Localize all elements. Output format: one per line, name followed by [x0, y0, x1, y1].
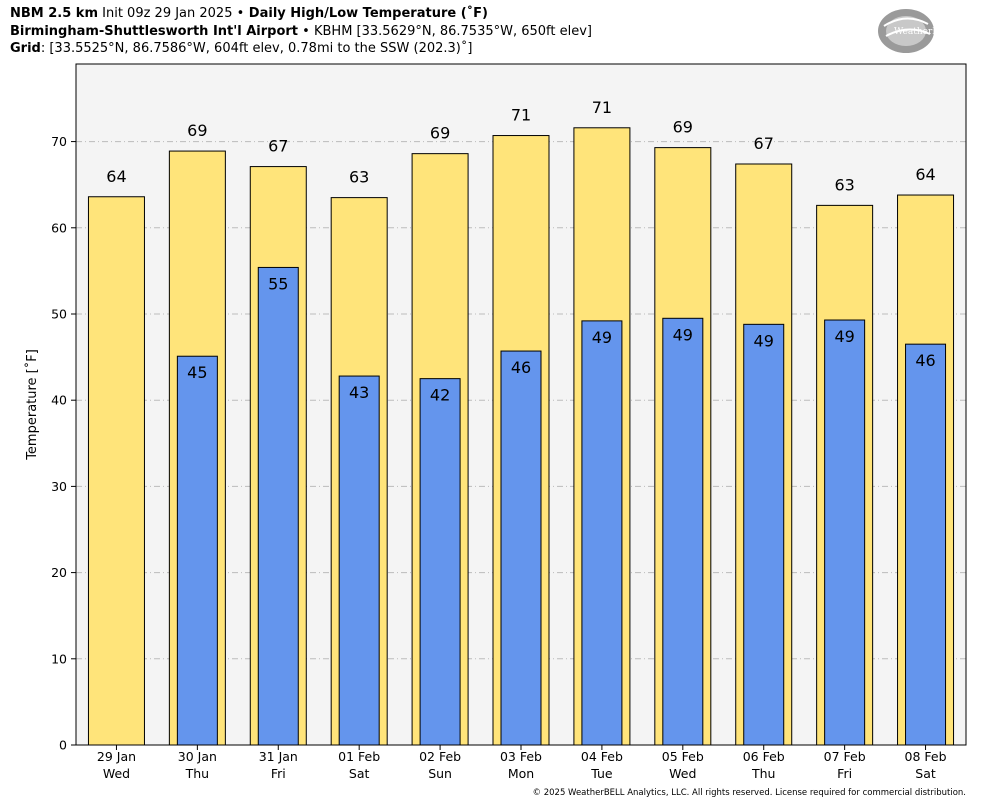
y-tick-label: 10 [51, 651, 67, 666]
high-temp-label: 67 [754, 134, 774, 153]
low-temp-label: 46 [915, 351, 935, 370]
low-temp-label: 43 [349, 383, 369, 402]
x-tick-day: Fri [837, 766, 852, 781]
low-temp-bar [743, 323, 785, 746]
logo-subtext: Analytics LLC [938, 36, 965, 41]
low-temp-bar [500, 350, 542, 746]
x-tick-date: 02 Feb [419, 749, 461, 764]
y-tick-label: 40 [51, 393, 67, 408]
y-tick-label: 0 [59, 738, 67, 753]
y-tick-label: 20 [51, 565, 67, 580]
low-temp-bar [662, 317, 704, 746]
x-tick-day: Wed [669, 766, 696, 781]
x-tick-date: 06 Feb [743, 749, 785, 764]
grid-coords: : [33.5525°N, 86.7586°W, 604ft elev, 0.7… [40, 41, 473, 56]
high-temp-bar [87, 196, 145, 746]
product-title: Daily High/Low Temperature (˚F) [244, 6, 488, 21]
x-tick-day: Thu [185, 766, 209, 781]
x-tick-day: Thu [751, 766, 775, 781]
station-coords: KBHM [33.5629°N, 86.7535°W, 650ft elev] [313, 24, 592, 39]
x-tick-date: 03 Feb [500, 749, 542, 764]
x-tick-date: 07 Feb [824, 749, 866, 764]
high-temp-label: 71 [511, 106, 531, 125]
high-temp-label: 69 [673, 118, 693, 137]
low-temp-bar [419, 378, 461, 746]
y-axis-label: Temperature [˚F] [24, 349, 40, 461]
x-tick-date: 08 Feb [905, 749, 947, 764]
x-tick-day: Sat [915, 766, 936, 781]
low-temp-bar [257, 266, 299, 746]
high-temp-label: 64 [106, 167, 126, 186]
init-time: Init 09z 29 Jan 2025 [98, 6, 237, 21]
high-temp-label: 63 [349, 168, 369, 187]
y-tick-label: 30 [51, 479, 67, 494]
low-temp-label: 42 [430, 386, 450, 405]
y-tick-label: 60 [51, 220, 67, 235]
low-temp-label: 49 [673, 325, 693, 344]
model-name: NBM 2.5 km [10, 6, 98, 21]
x-tick-date: 30 Jan [178, 749, 217, 764]
low-temp-label: 49 [834, 327, 854, 346]
weatherbell-logo: WeatherBELL Analytics LLC [876, 6, 968, 56]
high-temp-label: 71 [592, 98, 612, 117]
high-temp-label: 69 [430, 124, 450, 143]
low-temp-bar [581, 320, 623, 746]
high-temp-label: 67 [268, 137, 288, 156]
low-temp-label: 46 [511, 358, 531, 377]
x-tick-date: 29 Jan [97, 749, 136, 764]
copyright-notice: © 2025 WeatherBELL Analytics, LLC. All r… [532, 788, 966, 798]
low-temp-bar [905, 343, 947, 746]
grid-label: Grid [10, 41, 41, 56]
data-labels: 64 69 45 67 55 63 43 69 42 71 46 71 49 69 49 67 49 63 49 64… [106, 98, 935, 405]
low-temp-label: 49 [754, 331, 774, 350]
x-tick-day: Sat [349, 766, 370, 781]
separator-dot: • [298, 24, 314, 39]
x-axis: 29 Jan Wed 30 Jan Thu 31 Jan Fri 01 Feb Sat 02 F… [97, 745, 947, 781]
x-tick-date: 04 Feb [581, 749, 623, 764]
grid-line: Grid: [33.5525°N, 86.7586°W, 604ft elev,… [10, 41, 472, 57]
x-tick-day: Sun [428, 766, 452, 781]
low-temp-bar [338, 375, 380, 746]
bars [87, 127, 955, 746]
x-tick-day: Wed [103, 766, 130, 781]
station-name: Birmingham-Shuttlesworth Int'l Airport [10, 24, 299, 39]
y-axis: 0 10 20 30 40 50 60 70 [51, 134, 76, 753]
x-tick-date: 01 Feb [338, 749, 380, 764]
x-tick-date: 05 Feb [662, 749, 704, 764]
x-tick-day: Tue [590, 766, 613, 781]
low-temp-label: 55 [268, 274, 288, 293]
x-tick-date: 31 Jan [259, 749, 298, 764]
high-temp-label: 64 [915, 165, 935, 184]
y-tick-label: 70 [51, 134, 67, 149]
low-temp-bar [176, 355, 218, 746]
high-temp-label: 63 [834, 175, 854, 194]
x-tick-day: Mon [508, 766, 534, 781]
low-temp-label: 45 [187, 363, 207, 382]
x-tick-day: Fri [271, 766, 286, 781]
station-line: Birmingham-Shuttlesworth Int'l Airport •… [10, 24, 592, 40]
low-temp-label: 49 [592, 328, 612, 347]
low-temp-bar [824, 319, 866, 746]
separator-dot: • [236, 6, 245, 21]
high-temp-label: 69 [187, 121, 207, 140]
chart-title-line: NBM 2.5 km Init 09z 29 Jan 2025 • Daily … [10, 6, 488, 22]
y-tick-label: 50 [51, 306, 67, 321]
logo-wordmark: WeatherBELL [894, 27, 957, 37]
